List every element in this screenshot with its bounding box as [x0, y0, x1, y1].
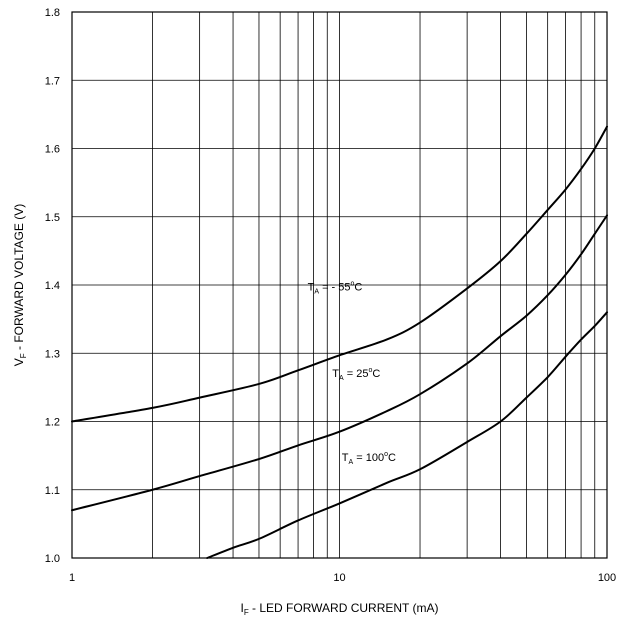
series-line-2 [206, 311, 608, 559]
series-label-minus-55c: TA = - 55oC [308, 280, 363, 295]
y-tick-label: 1.1 [45, 485, 60, 497]
x-tick-labels: 1 10 100 [69, 572, 616, 584]
y-tick-label: 1.2 [45, 417, 60, 429]
y-tick-label: 1.5 [45, 212, 60, 224]
series-line-0 [71, 125, 608, 423]
x-tick-label: 1 [69, 572, 75, 584]
y-tick-label: 1.4 [45, 280, 60, 292]
plot-frame [71, 11, 608, 559]
x-tick-label: 10 [333, 572, 345, 584]
y-axis-label: VF - FORWARD VOLTAGE (V) [12, 204, 28, 366]
y-tick-labels: 1.0 1.1 1.2 1.3 1.4 1.5 1.6 1.7 1.8 [45, 7, 60, 565]
y-tick-label: 1.6 [45, 144, 60, 156]
series-label-100c: TA = 100oC [342, 451, 396, 466]
x-axis-label: IF - LED FORWARD CURRENT (mA) [240, 601, 438, 617]
series-label-25c: TA = 25oC [332, 367, 380, 382]
series-curves [71, 125, 608, 559]
y-tick-label: 1.8 [45, 7, 60, 19]
y-tick-label: 1.7 [45, 75, 60, 87]
y-tick-label: 1.0 [45, 553, 60, 565]
y-tick-label: 1.3 [45, 348, 60, 360]
series-line-1 [71, 214, 608, 512]
x-tick-label: 100 [598, 572, 616, 584]
